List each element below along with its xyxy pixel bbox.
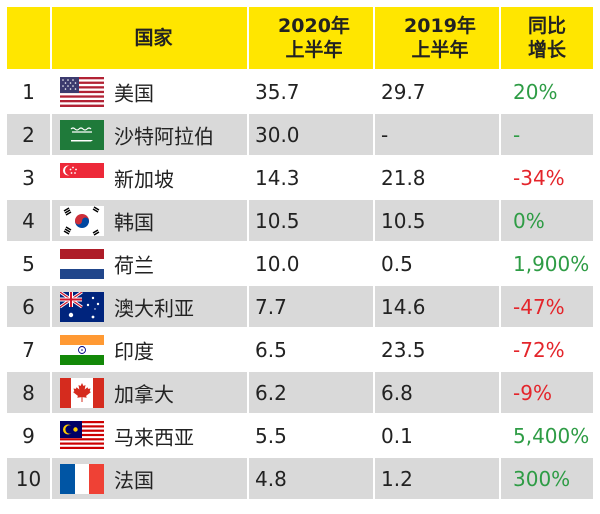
value-2019-cell: 23.5 [381, 337, 426, 362]
table-row: 3 新加坡 14.3 21.8 -34% [7, 157, 593, 198]
country-name: 美国 [114, 81, 154, 105]
rank-cell: 1 [22, 79, 35, 104]
country-cell: 美国 [52, 71, 247, 112]
country-cell: 加拿大 [52, 372, 247, 413]
value-2019-cell: 10.5 [375, 200, 499, 241]
table-row: 8 加拿大 6.2 6.8 -9% [7, 372, 593, 413]
rank-cell: 9 [22, 423, 35, 448]
header-yoy-growth: 同比 增长 [501, 7, 593, 69]
table-row: 1 美国 35.7 29.7 20% [7, 71, 593, 112]
australia-flag-icon [60, 291, 104, 322]
country-name: 荷兰 [114, 253, 154, 277]
table-row: 10 法国 4.8 1.2 300% [7, 458, 593, 499]
country-name: 澳大利亚 [114, 296, 194, 320]
france-flag-icon [60, 463, 104, 494]
saudi-arabia-flag-icon [60, 119, 104, 150]
header-country: 国家 [52, 7, 247, 69]
value-2020-cell: 35.7 [255, 79, 300, 104]
growth-cell: 5,400% [513, 423, 590, 448]
growth-cell: - [501, 114, 593, 155]
country-cell: 法国 [52, 458, 247, 499]
country-name: 法国 [114, 468, 154, 492]
value-2020-cell: 4.8 [249, 458, 373, 499]
value-2019-cell: 0.5 [381, 251, 413, 276]
table-row: 7 印度 6.5 23.5 -72% [7, 329, 593, 370]
table-row: 9 马来西亚 5.5 0.1 5,400% [7, 415, 593, 456]
country-name: 沙特阿拉伯 [114, 124, 214, 148]
country-cell: 澳大利亚 [52, 286, 247, 327]
rank-cell: 10 [7, 458, 50, 499]
value-2019-cell: 1.2 [375, 458, 499, 499]
growth-cell: 20% [513, 79, 558, 104]
rank-cell: 3 [22, 165, 35, 190]
netherlands-flag-icon [60, 248, 104, 279]
canada-flag-icon [60, 377, 104, 408]
table-header-row: 国家 2020年 上半年 2019年 上半年 同比 增长 [7, 7, 593, 69]
rank-cell: 2 [7, 114, 50, 155]
value-2020-cell: 7.7 [249, 286, 373, 327]
india-flag-icon [60, 334, 104, 365]
country-cell: 沙特阿拉伯 [52, 114, 247, 155]
value-2019-cell: 14.6 [375, 286, 499, 327]
header-2019-h1: 2019年 上半年 [375, 7, 499, 69]
rank-cell: 7 [22, 337, 35, 362]
rank-cell: 5 [22, 251, 35, 276]
country-name: 加拿大 [114, 382, 174, 406]
country-name: 印度 [114, 339, 154, 363]
south-korea-flag-icon [60, 205, 104, 236]
country-cell: 韩国 [52, 200, 247, 241]
singapore-flag-icon [60, 162, 104, 193]
country-cell: 荷兰 [52, 243, 247, 284]
country-name: 新加坡 [114, 167, 174, 191]
value-2020-cell: 30.0 [249, 114, 373, 155]
table-row: 6 澳大利亚 7.7 14.6 -47% [7, 286, 593, 327]
value-2020-cell: 14.3 [255, 165, 300, 190]
growth-cell: -47% [501, 286, 593, 327]
country-name: 韩国 [114, 210, 154, 234]
value-2020-cell: 10.5 [249, 200, 373, 241]
value-2019-cell: 29.7 [381, 79, 426, 104]
growth-cell: -9% [501, 372, 593, 413]
usa-flag-icon [60, 76, 104, 107]
country-cell: 印度 [52, 329, 247, 370]
header-2020-h1: 2020年 上半年 [249, 7, 373, 69]
rank-cell: 6 [7, 286, 50, 327]
table-row: 2 沙特阿拉伯 30.0 - - [7, 114, 593, 155]
value-2020-cell: 6.2 [249, 372, 373, 413]
growth-cell: 0% [501, 200, 593, 241]
growth-cell: 1,900% [513, 251, 590, 276]
value-2019-cell: 21.8 [381, 165, 426, 190]
value-2020-cell: 10.0 [255, 251, 300, 276]
table-row: 4 韩国 10.5 10.5 0% [7, 200, 593, 241]
value-2020-cell: 5.5 [255, 423, 287, 448]
value-2019-cell: 0.1 [381, 423, 413, 448]
country-name: 马来西亚 [114, 425, 194, 449]
growth-cell: 300% [501, 458, 593, 499]
header-rank-cell [7, 7, 50, 69]
value-2019-cell: - [375, 114, 499, 155]
rank-cell: 4 [7, 200, 50, 241]
country-cell: 马来西亚 [52, 415, 247, 456]
ranking-table: 国家 2020年 上半年 2019年 上半年 同比 增长 1 美国 [5, 5, 595, 501]
country-cell: 新加坡 [52, 157, 247, 198]
malaysia-flag-icon [60, 420, 104, 451]
table-row: 5 荷兰 10.0 0.5 1,900% [7, 243, 593, 284]
rank-cell: 8 [7, 372, 50, 413]
value-2020-cell: 6.5 [255, 337, 287, 362]
growth-cell: -72% [513, 337, 565, 362]
value-2019-cell: 6.8 [375, 372, 499, 413]
growth-cell: -34% [513, 165, 565, 190]
